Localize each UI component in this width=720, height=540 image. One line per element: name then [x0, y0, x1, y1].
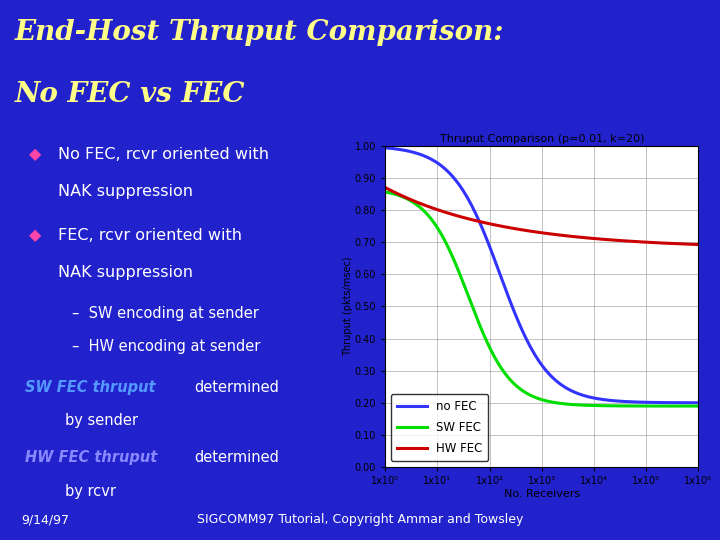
Line: SW FEC: SW FEC	[385, 192, 698, 406]
Text: FEC, rcvr oriented with: FEC, rcvr oriented with	[58, 228, 242, 244]
no FEC	[400, 147, 409, 153]
Text: End-Host Thruput Comparison:: End-Host Thruput Comparison:	[14, 18, 504, 45]
Y-axis label: Thruput (pkts/msec): Thruput (pkts/msec)	[343, 256, 354, 356]
Legend: no FEC, SW FEC, HW FEC: no FEC, SW FEC, HW FEC	[391, 394, 488, 461]
HW FEC	[400, 194, 409, 200]
HW FEC	[580, 234, 589, 241]
Text: determined: determined	[194, 450, 279, 465]
Text: 9/14/97: 9/14/97	[22, 513, 70, 526]
Line: no FEC: no FEC	[385, 148, 698, 403]
Text: ◆: ◆	[29, 147, 41, 162]
HW FEC	[381, 184, 390, 191]
no FEC	[694, 400, 703, 406]
SW FEC	[694, 403, 703, 409]
SW FEC	[651, 403, 660, 409]
Text: by sender: by sender	[65, 414, 138, 428]
Text: No FEC, rcvr oriented with: No FEC, rcvr oriented with	[58, 147, 269, 162]
Text: SIGCOMM97 Tutorial, Copyright Ammar and Towsley: SIGCOMM97 Tutorial, Copyright Ammar and …	[197, 513, 523, 526]
Text: NAK suppression: NAK suppression	[58, 184, 193, 199]
SW FEC	[618, 403, 627, 409]
Text: by rcvr: by rcvr	[65, 484, 116, 499]
X-axis label: No. Receivers: No. Receivers	[504, 489, 580, 499]
SW FEC	[400, 194, 409, 201]
Text: determined: determined	[194, 380, 279, 395]
Text: –  HW encoding at sender: – HW encoding at sender	[72, 340, 261, 354]
HW FEC	[694, 241, 703, 248]
SW FEC	[571, 402, 580, 408]
Text: NAK suppression: NAK suppression	[58, 266, 193, 280]
SW FEC	[381, 188, 390, 195]
Text: No FEC vs FEC: No FEC vs FEC	[14, 80, 245, 108]
SW FEC	[580, 402, 589, 408]
no FEC	[618, 398, 627, 404]
no FEC	[571, 389, 580, 396]
HW FEC	[651, 239, 660, 246]
no FEC	[381, 145, 390, 151]
no FEC	[580, 393, 589, 399]
HW FEC	[571, 233, 580, 240]
SW FEC	[563, 401, 572, 407]
no FEC	[563, 385, 572, 392]
HW FEC	[618, 238, 627, 244]
Text: SW FEC thruput: SW FEC thruput	[25, 380, 156, 395]
HW FEC	[563, 233, 572, 239]
Text: HW FEC thruput: HW FEC thruput	[25, 450, 158, 465]
Text: ◆: ◆	[29, 228, 41, 244]
Line: HW FEC: HW FEC	[385, 187, 698, 245]
Title: Thruput Comparison (p=0.01, k=20): Thruput Comparison (p=0.01, k=20)	[439, 133, 644, 144]
Text: –  SW encoding at sender: – SW encoding at sender	[72, 306, 259, 321]
no FEC	[651, 399, 660, 406]
